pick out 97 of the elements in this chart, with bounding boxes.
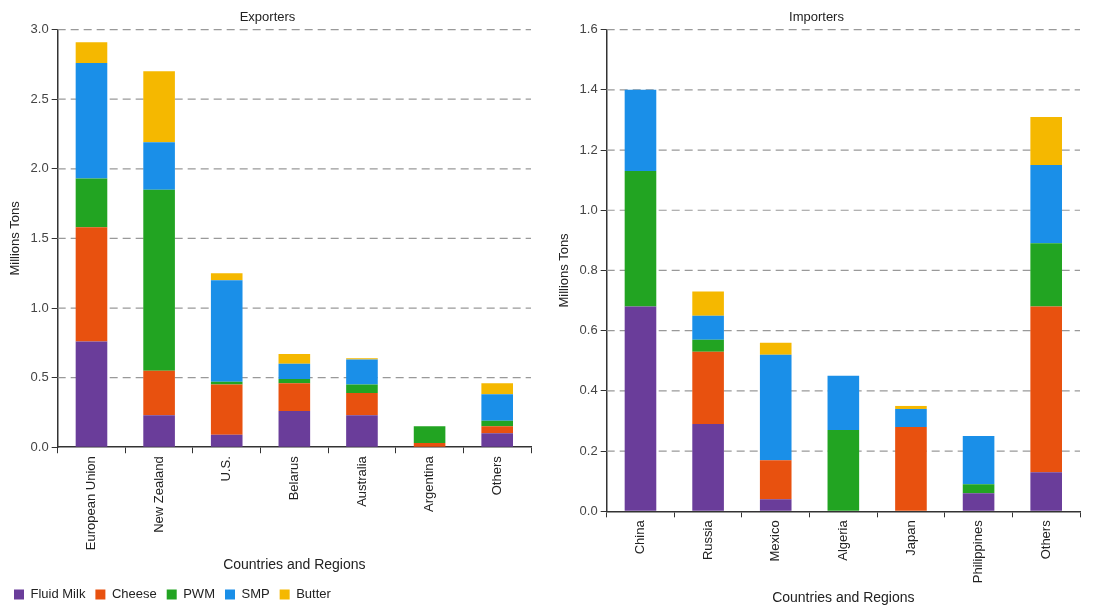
x-tick-label: Others <box>1037 519 1053 560</box>
bar <box>278 379 311 384</box>
y-tick-label: 1.4 <box>579 81 598 97</box>
x-tick-label: Algeria <box>834 519 850 561</box>
bar <box>759 499 792 511</box>
bar <box>143 71 175 143</box>
bar <box>210 384 243 435</box>
y-tick-label: 1.6 <box>579 21 598 37</box>
bar <box>895 427 927 511</box>
bar <box>75 63 108 179</box>
bar <box>624 89 657 172</box>
x-tick-label: Argentina <box>421 455 437 512</box>
bar <box>827 430 860 511</box>
x-tick-label: Belarus <box>285 455 301 501</box>
chart-title: Importers <box>789 9 845 25</box>
y-axis-title: Millions Tons <box>556 232 572 308</box>
bar <box>962 436 995 485</box>
bar <box>1030 165 1062 244</box>
x-axis-title: Countries and Regions <box>772 589 915 606</box>
bar <box>278 353 311 364</box>
y-tick-label: 0.0 <box>30 438 49 454</box>
y-tick-label: 0.2 <box>579 442 598 458</box>
x-tick-label: Philippines <box>970 519 986 584</box>
bar <box>895 405 927 409</box>
x-tick-label: China <box>632 519 648 555</box>
legend-label: Butter <box>296 586 332 602</box>
bar <box>481 433 513 447</box>
bar <box>278 363 311 380</box>
y-tick-label: 0.5 <box>30 369 49 385</box>
bar <box>1030 472 1062 511</box>
x-tick-label: Others <box>488 455 504 496</box>
bar <box>413 426 446 444</box>
bar <box>75 42 108 64</box>
x-tick-label: Russia <box>699 519 715 561</box>
bar <box>624 306 657 511</box>
legend-label: PWM <box>183 586 215 602</box>
bar <box>827 375 860 431</box>
legend-label: Cheese <box>111 586 157 602</box>
chart-title: Exporters <box>239 9 296 25</box>
bar <box>692 424 724 511</box>
bar <box>692 291 724 316</box>
bar <box>692 315 724 340</box>
legend-label: Fluid Milk <box>30 586 86 602</box>
bar <box>759 460 792 500</box>
x-tick-label: Mexico <box>767 520 783 562</box>
bar <box>1030 306 1062 473</box>
bar <box>624 171 657 307</box>
x-tick-label: Australia <box>353 455 369 507</box>
bar <box>1030 243 1062 307</box>
bar <box>210 280 243 382</box>
bar <box>278 411 311 447</box>
x-tick-label: U.S. <box>218 456 234 482</box>
legend-label: SMP <box>241 586 270 602</box>
y-tick-label: 0.0 <box>579 502 598 518</box>
y-tick-label: 2.0 <box>30 160 49 176</box>
bar <box>210 273 243 281</box>
y-tick-label: 1.0 <box>579 201 598 217</box>
bar <box>481 383 513 395</box>
y-tick-label: 1.5 <box>30 230 49 245</box>
bar <box>962 484 995 494</box>
bar <box>692 339 724 352</box>
bar <box>1030 116 1062 166</box>
bar <box>759 354 792 461</box>
bar <box>759 342 792 355</box>
bar <box>346 359 378 385</box>
bar <box>962 493 995 511</box>
y-tick-label: 0.8 <box>579 262 598 278</box>
bar <box>346 384 378 393</box>
y-tick-label: 3.0 <box>30 21 49 37</box>
bar <box>143 142 175 190</box>
y-axis-title: Millions Tons <box>7 200 23 276</box>
bar <box>692 351 724 425</box>
x-axis-title: Countries and Regions <box>223 556 366 573</box>
bar <box>75 227 108 342</box>
bar <box>75 341 108 447</box>
bar <box>481 420 513 427</box>
bar <box>143 370 175 416</box>
bar <box>210 381 243 385</box>
bar <box>481 394 513 421</box>
bar <box>413 443 446 447</box>
bar <box>143 415 175 447</box>
y-tick-label: 0.6 <box>579 322 598 338</box>
x-tick-label: New Zealand <box>150 456 166 533</box>
y-tick-label: 1.0 <box>30 299 49 315</box>
bar <box>481 426 513 434</box>
x-tick-label: Japan <box>902 520 918 556</box>
y-tick-label: 2.5 <box>30 90 49 106</box>
bar <box>278 383 311 412</box>
bar <box>346 415 378 447</box>
bar <box>75 178 108 228</box>
y-tick-label: 1.2 <box>579 141 598 157</box>
bar <box>895 408 927 428</box>
bar <box>143 189 175 371</box>
y-tick-label: 0.4 <box>579 382 598 398</box>
bar <box>346 392 378 416</box>
x-tick-label: European Union <box>83 456 99 551</box>
bar <box>210 434 243 447</box>
